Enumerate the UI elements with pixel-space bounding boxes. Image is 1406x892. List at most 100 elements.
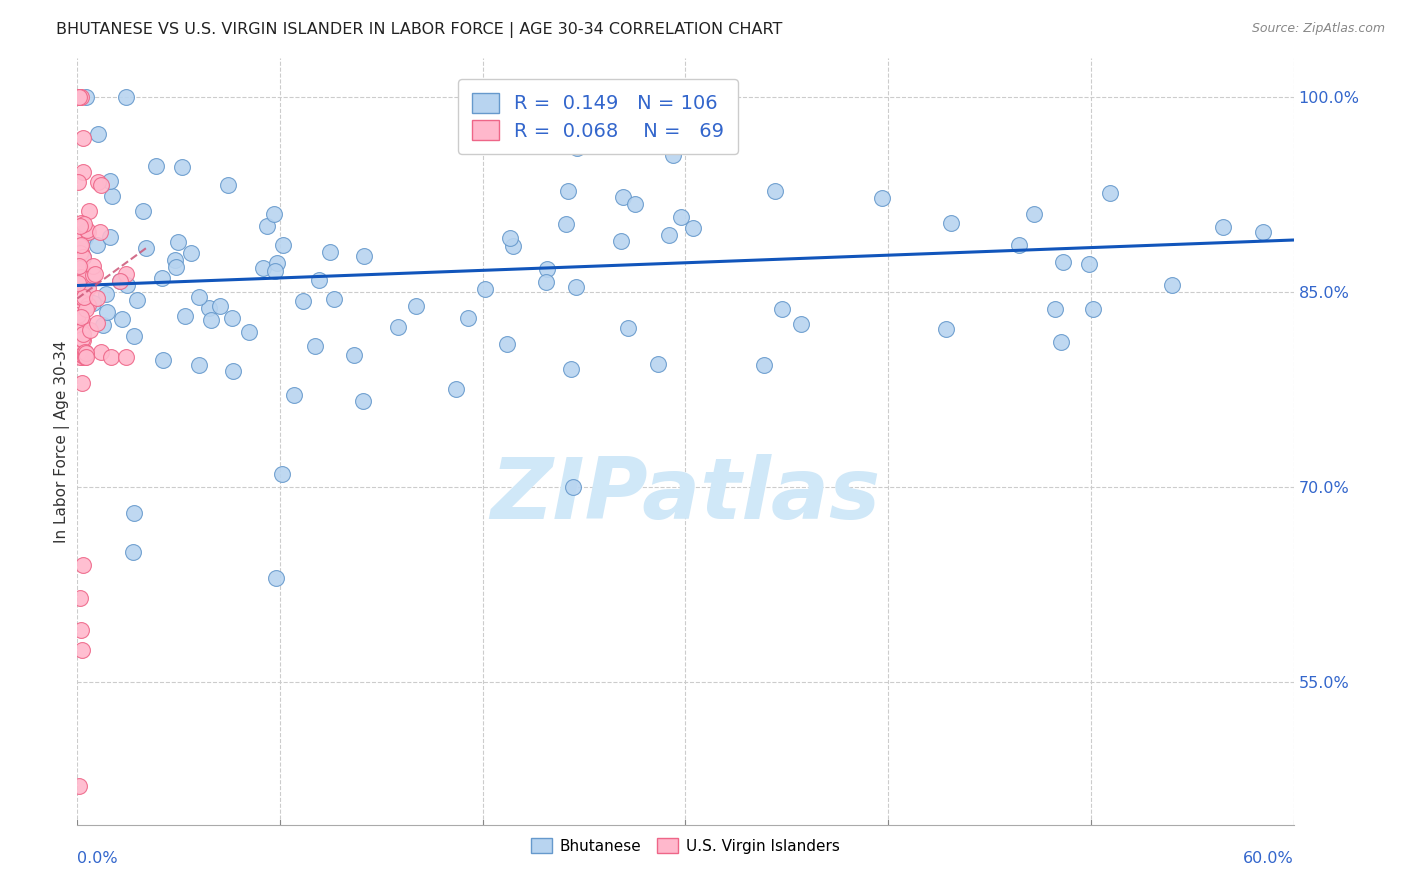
Point bbox=[86, 317, 108, 331]
Point bbox=[70, 348, 93, 362]
Point bbox=[75, 231, 97, 245]
Point bbox=[264, 571, 287, 585]
Point bbox=[763, 185, 786, 199]
Point bbox=[352, 394, 374, 409]
Point bbox=[91, 318, 114, 332]
Point bbox=[75, 90, 97, 104]
Point bbox=[1050, 335, 1073, 350]
Point bbox=[534, 275, 557, 289]
Point bbox=[790, 317, 813, 331]
Point bbox=[1052, 255, 1074, 269]
Point bbox=[77, 280, 100, 294]
Point bbox=[180, 246, 202, 260]
Point bbox=[86, 238, 108, 252]
Point bbox=[90, 178, 112, 193]
Point bbox=[70, 270, 93, 285]
Point bbox=[271, 237, 294, 252]
Point bbox=[612, 189, 634, 203]
Point bbox=[122, 506, 145, 520]
Point bbox=[89, 225, 111, 239]
Point bbox=[496, 336, 519, 351]
Point bbox=[1022, 207, 1045, 221]
Point bbox=[72, 250, 94, 264]
Point bbox=[84, 267, 107, 281]
Point bbox=[100, 350, 122, 364]
Point bbox=[72, 350, 94, 364]
Point bbox=[69, 239, 91, 253]
Point bbox=[122, 329, 145, 343]
Point bbox=[1161, 277, 1184, 292]
Point bbox=[1081, 301, 1104, 316]
Point bbox=[565, 141, 588, 155]
Point bbox=[75, 345, 97, 359]
Point bbox=[82, 268, 104, 282]
Point bbox=[69, 350, 91, 364]
Point bbox=[647, 357, 669, 371]
Point bbox=[70, 238, 93, 252]
Point bbox=[98, 174, 121, 188]
Point bbox=[135, 241, 157, 255]
Point bbox=[283, 388, 305, 402]
Point bbox=[114, 90, 136, 104]
Point bbox=[457, 310, 479, 325]
Point bbox=[217, 178, 239, 192]
Point bbox=[188, 359, 211, 373]
Point bbox=[67, 90, 90, 104]
Point bbox=[617, 321, 640, 335]
Point bbox=[562, 480, 585, 494]
Point bbox=[270, 467, 292, 481]
Point bbox=[86, 291, 108, 305]
Point bbox=[72, 376, 94, 390]
Point bbox=[69, 246, 91, 260]
Point bbox=[266, 256, 288, 270]
Point bbox=[564, 280, 586, 294]
Point bbox=[73, 290, 96, 304]
Point bbox=[263, 264, 285, 278]
Point bbox=[870, 192, 893, 206]
Point bbox=[66, 304, 89, 318]
Point bbox=[166, 235, 188, 250]
Point bbox=[554, 217, 576, 231]
Point bbox=[67, 345, 90, 359]
Point bbox=[72, 250, 94, 264]
Point bbox=[252, 261, 274, 276]
Point bbox=[560, 361, 582, 376]
Point bbox=[387, 320, 409, 334]
Point bbox=[669, 210, 692, 224]
Point bbox=[165, 260, 187, 275]
Point bbox=[1043, 302, 1066, 317]
Point bbox=[69, 90, 91, 104]
Point bbox=[221, 310, 243, 325]
Point bbox=[1077, 257, 1099, 271]
Point bbox=[87, 127, 110, 141]
Point bbox=[304, 338, 326, 352]
Text: Source: ZipAtlas.com: Source: ZipAtlas.com bbox=[1251, 22, 1385, 36]
Point bbox=[79, 323, 101, 337]
Point bbox=[353, 249, 375, 263]
Point bbox=[444, 382, 467, 396]
Point bbox=[72, 131, 94, 145]
Point bbox=[69, 310, 91, 324]
Point bbox=[72, 264, 94, 278]
Point bbox=[72, 165, 94, 179]
Point bbox=[263, 207, 285, 221]
Point bbox=[75, 350, 97, 364]
Point bbox=[405, 299, 427, 313]
Point bbox=[122, 545, 145, 559]
Point bbox=[256, 219, 278, 233]
Point bbox=[75, 345, 97, 359]
Text: ZIPatlas: ZIPatlas bbox=[491, 454, 880, 537]
Point bbox=[108, 274, 131, 288]
Point bbox=[662, 148, 685, 162]
Point bbox=[163, 252, 186, 267]
Point bbox=[188, 290, 211, 304]
Point bbox=[1099, 186, 1122, 200]
Point bbox=[67, 90, 90, 104]
Point bbox=[67, 779, 90, 793]
Point bbox=[67, 309, 90, 323]
Point bbox=[96, 286, 118, 301]
Point bbox=[623, 196, 645, 211]
Point bbox=[72, 327, 94, 342]
Point bbox=[752, 358, 775, 372]
Point bbox=[69, 229, 91, 244]
